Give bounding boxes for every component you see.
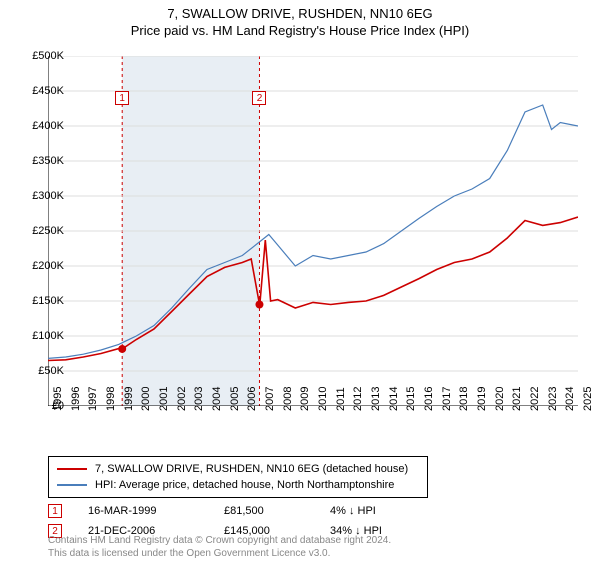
x-tick-label: 2002 [176, 387, 188, 411]
marker-badge: 1 [48, 504, 62, 518]
x-tick-label: 2015 [405, 387, 417, 411]
y-tick-label: £400K [8, 120, 64, 132]
chart-subtitle: Price paid vs. HM Land Registry's House … [0, 23, 600, 38]
x-tick-label: 2005 [229, 387, 241, 411]
y-tick-label: £100K [8, 330, 64, 342]
chart-svg [48, 56, 578, 406]
x-tick-label: 1997 [87, 387, 99, 411]
x-tick-label: 2025 [582, 387, 594, 411]
y-tick-label: £250K [8, 225, 64, 237]
x-tick-label: 2018 [458, 387, 470, 411]
x-tick-label: 1999 [123, 387, 135, 411]
y-tick-label: £300K [8, 190, 64, 202]
x-tick-label: 2009 [299, 387, 311, 411]
x-tick-label: 1995 [52, 387, 64, 411]
x-tick-label: 2010 [317, 387, 329, 411]
transaction-date: 16-MAR-1999 [88, 505, 198, 517]
x-tick-label: 2004 [211, 387, 223, 411]
x-tick-label: 2019 [476, 387, 488, 411]
copyright-line: Contains HM Land Registry data © Crown c… [48, 534, 391, 547]
copyright-notice: Contains HM Land Registry data © Crown c… [48, 534, 391, 560]
x-tick-label: 2023 [547, 387, 559, 411]
x-tick-label: 2024 [564, 387, 576, 411]
legend: 7, SWALLOW DRIVE, RUSHDEN, NN10 6EG (det… [48, 456, 428, 498]
x-tick-label: 2000 [140, 387, 152, 411]
x-tick-label: 2016 [423, 387, 435, 411]
x-tick-label: 2007 [264, 387, 276, 411]
y-tick-label: £350K [8, 155, 64, 167]
legend-swatch [57, 484, 87, 486]
y-tick-label: £150K [8, 295, 64, 307]
x-tick-label: 2001 [158, 387, 170, 411]
y-tick-label: £500K [8, 50, 64, 62]
x-tick-label: 2022 [529, 387, 541, 411]
chart-title: 7, SWALLOW DRIVE, RUSHDEN, NN10 6EG [0, 6, 600, 21]
legend-label: 7, SWALLOW DRIVE, RUSHDEN, NN10 6EG (det… [95, 461, 408, 477]
x-tick-label: 2020 [494, 387, 506, 411]
x-tick-label: 1996 [70, 387, 82, 411]
copyright-line: This data is licensed under the Open Gov… [48, 547, 391, 560]
x-tick-label: 2021 [511, 387, 523, 411]
x-tick-label: 2013 [370, 387, 382, 411]
legend-item: HPI: Average price, detached house, Nort… [57, 477, 419, 493]
transaction-row: 1 16-MAR-1999 £81,500 4% ↓ HPI [48, 501, 382, 521]
marker-box: 1 [115, 91, 129, 105]
x-tick-label: 2006 [246, 387, 258, 411]
chart-container: 7, SWALLOW DRIVE, RUSHDEN, NN10 6EG Pric… [0, 6, 600, 566]
y-tick-label: £200K [8, 260, 64, 272]
y-tick-label: £50K [8, 365, 64, 377]
y-tick-label: £450K [8, 85, 64, 97]
x-tick-label: 2008 [282, 387, 294, 411]
marker-box: 2 [252, 91, 266, 105]
plot-area [48, 56, 578, 406]
x-tick-label: 1998 [105, 387, 117, 411]
x-tick-label: 2011 [335, 387, 347, 411]
transaction-price: £81,500 [224, 505, 304, 517]
legend-label: HPI: Average price, detached house, Nort… [95, 477, 394, 493]
x-tick-label: 2012 [352, 387, 364, 411]
transaction-delta: 4% ↓ HPI [330, 505, 376, 517]
legend-swatch [57, 468, 87, 470]
x-tick-label: 2003 [193, 387, 205, 411]
x-tick-label: 2014 [388, 387, 400, 411]
x-tick-label: 2017 [441, 387, 453, 411]
legend-item: 7, SWALLOW DRIVE, RUSHDEN, NN10 6EG (det… [57, 461, 419, 477]
